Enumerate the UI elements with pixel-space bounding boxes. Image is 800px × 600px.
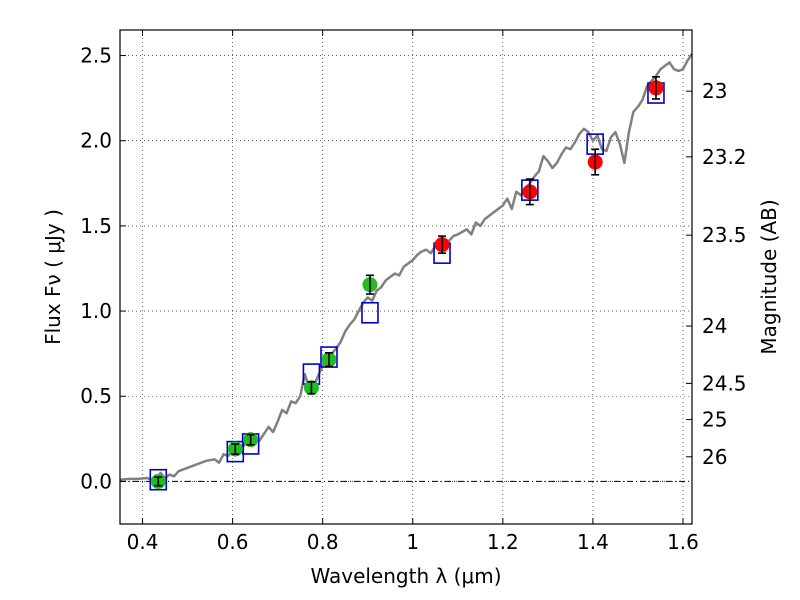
- magnitude-tick-label: 24.5: [702, 371, 747, 395]
- y-tick-label: 2.5: [80, 44, 112, 68]
- grid: [120, 30, 692, 524]
- x-tick-label: 1.6: [667, 530, 699, 554]
- model-photometry-square: [361, 301, 379, 324]
- x-tick-label: 0.4: [127, 530, 159, 554]
- model-photometry-markers: [149, 82, 665, 491]
- x-tick-label: 1.2: [487, 530, 519, 554]
- magnitude-axis-label: Magnitude (AB): [757, 199, 781, 354]
- magnitude-tick-label: 26: [702, 445, 727, 469]
- x-tick-label: 1.4: [577, 530, 609, 554]
- y-tick-label: 0.0: [80, 469, 112, 493]
- magnitude-tick-label: 23.2: [702, 145, 747, 169]
- x-tick-label: 1: [406, 530, 419, 554]
- magnitude-tick-label: 24: [702, 314, 727, 338]
- magnitude-tick-label: 25: [702, 408, 727, 432]
- y-tick-label: 1.5: [80, 214, 112, 238]
- model-spectrum-line: [119, 53, 694, 483]
- magnitude-tick-label: 23: [702, 79, 727, 103]
- y-tick-label: 0.5: [80, 384, 112, 408]
- plot-frame: [119, 29, 693, 525]
- axis-ticks: [120, 30, 692, 524]
- y-tick-label: 2.0: [80, 129, 112, 153]
- x-tick-label: 0.8: [307, 530, 339, 554]
- magnitude-tick-label: 23.5: [702, 223, 747, 247]
- y-axis-label: Flux Fν ( μJy ): [41, 209, 65, 345]
- tick-labels: 0.4 0.6 0.8 1 1.2 1.4 1.6 0.0 0.5 1.0 1.5 2.0 2.5 23 2…: [80, 44, 746, 554]
- x-axis-label: Wavelength λ (μm): [310, 564, 501, 588]
- observed-photometry-markers: [150, 76, 664, 489]
- model-photometry-square: [149, 468, 168, 491]
- y-tick-label: 1.0: [80, 299, 112, 323]
- x-tick-label: 0.6: [217, 530, 249, 554]
